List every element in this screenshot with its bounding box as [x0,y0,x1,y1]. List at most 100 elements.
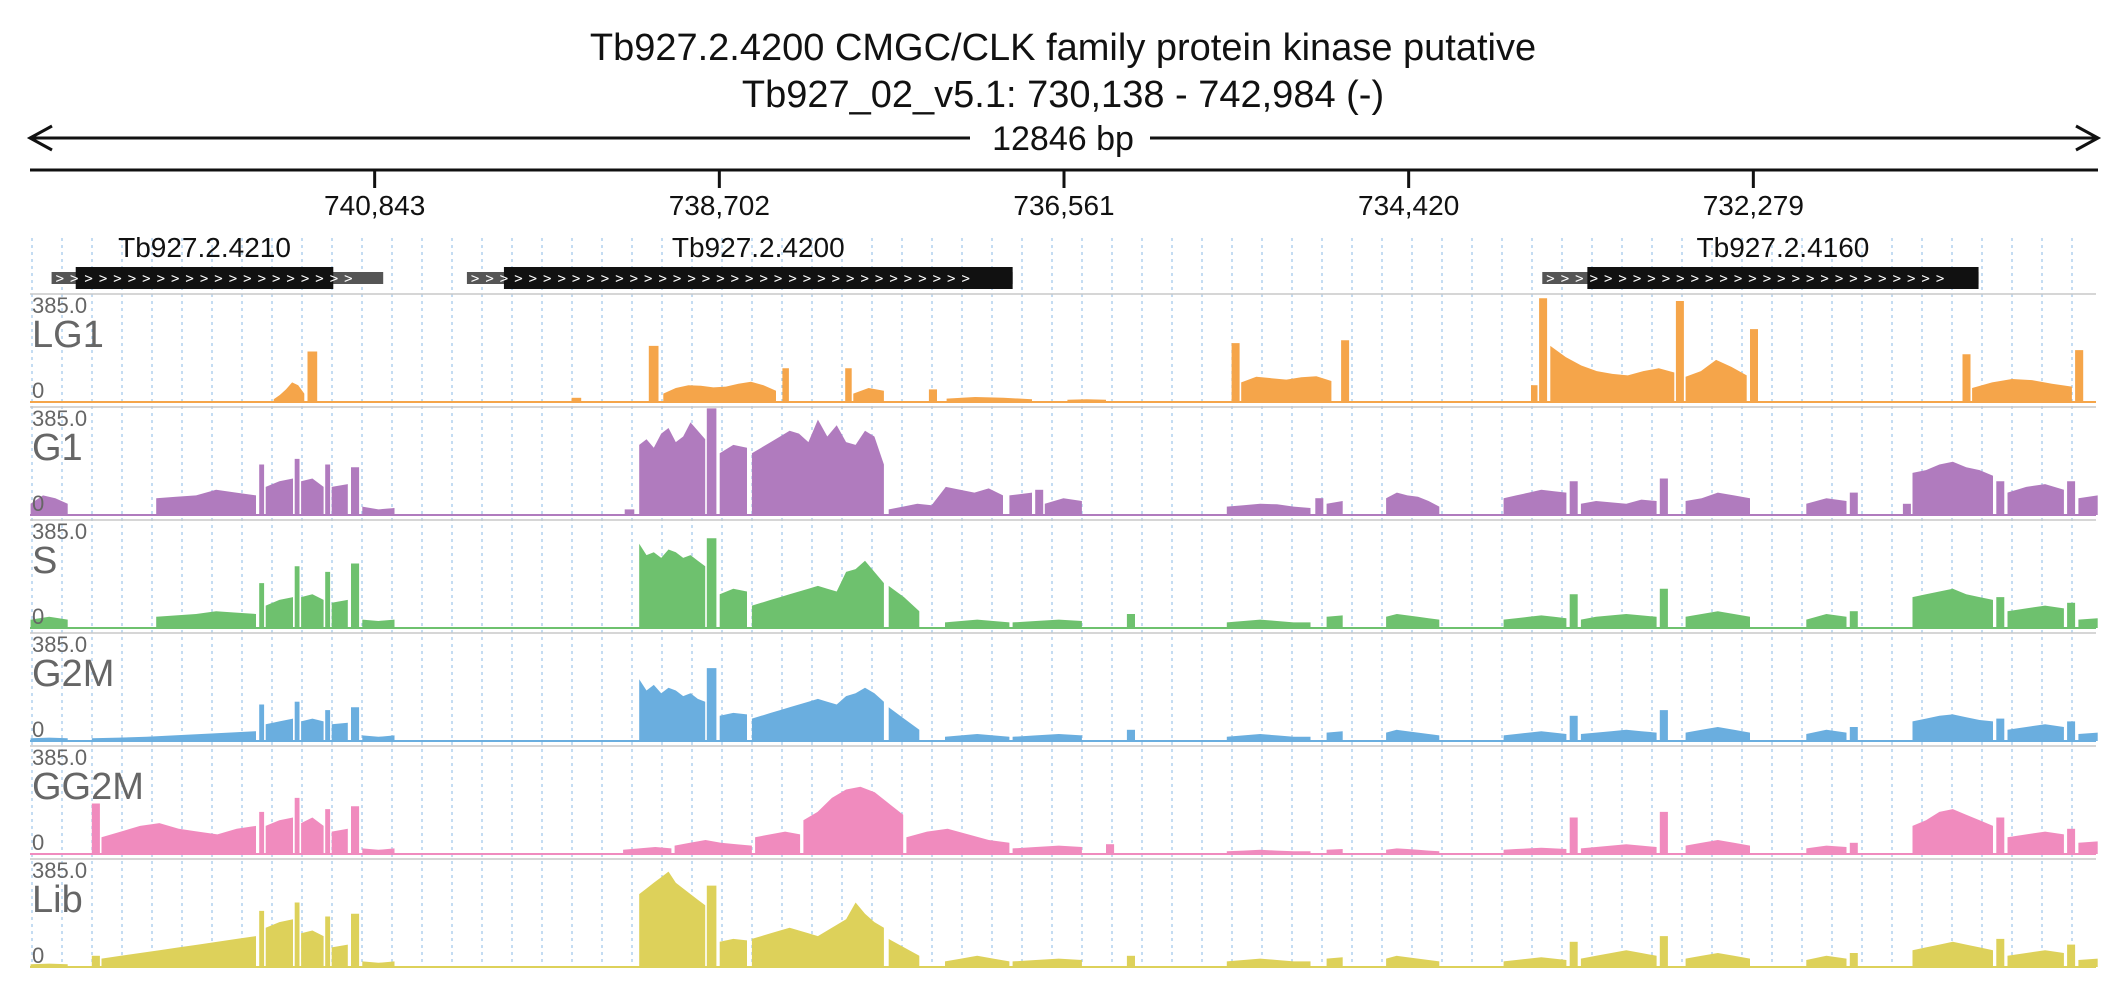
coverage-segment [2067,828,2076,854]
coverage-segment [1326,615,1343,628]
coverage-segment [782,368,789,402]
coverage-track: 385.0 0 G1 [30,406,2098,516]
coverage-track: 385.0 0 G2M [30,632,2098,742]
coverage-segment [1580,499,1657,515]
coverage-segment [1912,809,1993,854]
coverage-segment [751,902,884,967]
gene-cds [75,267,334,289]
coverage-segment [803,786,904,854]
coverage-segment [1226,619,1311,628]
axis-tick-label: 732,279 [1703,190,1804,221]
track-min-label: 0 [32,943,44,968]
coverage-segment [2007,831,2064,854]
coverage-segment [1806,955,1847,967]
track-max-label: 385.0 [32,519,87,544]
coverage-segment [325,710,331,741]
coverage-segment [1226,849,1311,854]
coverage-segment [1849,727,1858,741]
coverage-segment [351,913,360,967]
coverage-segment [888,585,920,628]
gene-model[interactable]: >>>>>>>>>>>>>>>>>>>>>>>>>>>>>>>>>>> Tb927… [466,232,1013,289]
figure-title: Tb927.2.4200 CMGC/CLK family protein kin… [590,27,1536,69]
coverage-segment [2007,484,2064,515]
track-name: S [32,540,57,582]
coverage-segment [2078,958,2098,967]
coverage-segment [91,731,256,741]
coverage-segment [1996,597,2005,628]
gene-label: Tb927.2.4200 [672,232,845,263]
coverage-track: 385.0 0 LG1 [30,293,2096,403]
coverage-segment [1659,811,1668,854]
coverage-segment [1996,481,2005,515]
coverage-segment [1912,941,1993,967]
coverage-segment [331,599,348,628]
gene-model[interactable]: >>>>>>>>>>>>>>>>>>>>> Tb927.2.4210 [51,232,384,289]
coverage-segment [1750,329,1758,402]
gene-cds [503,267,1013,289]
coverage-segment [719,444,747,515]
coverage-segment [1685,492,1750,515]
coverage-segment [2067,481,2076,515]
coverage-segment [1685,727,1750,741]
coverage-segment [1126,955,1135,967]
scale-arrow-right-icon [2075,124,2102,152]
coverage-segment [259,583,265,628]
scale-arrow-left-icon [26,124,53,152]
coverage-segment [259,811,265,854]
coverage-segment [945,955,1010,967]
coverage-segment [1326,849,1343,854]
coverage-segment [1126,614,1135,628]
coverage-segment [1226,958,1311,967]
coverage-segment [719,938,747,967]
coverage-segment [301,478,324,515]
scale-bar: 12846 bp [26,120,2102,158]
coverage-segment [265,478,293,515]
track-min-label: 0 [32,491,44,516]
coverage-segment [1580,729,1657,741]
coverage-segment [1849,611,1858,628]
coverage-segment [1912,714,1993,741]
coverage-segment [2078,618,2098,628]
coverage-segment [1326,731,1343,741]
coverage-segment [1241,376,1332,402]
coverage-segment [2067,944,2076,967]
coverage-segment [259,704,265,741]
coverage-segment [294,701,300,741]
coverage-segment [351,467,360,515]
coverage-segment [1106,844,1115,854]
coverage-tracks: 385.00LG1385.00G1385.00S385.00G2M385.00G… [30,293,2098,968]
coverage-segment [751,687,884,741]
coverage-segment [331,828,348,854]
coverage-segment [639,871,706,967]
coverage-segment [1806,614,1847,628]
coverage-segment [331,944,348,967]
coverage-segment [1849,953,1858,967]
coverage-segment [706,408,717,515]
track-name: G2M [32,653,114,695]
coverage-segment [1012,734,1082,741]
coverage-segment [1531,385,1538,402]
coverage-segment [719,588,747,628]
coverage-segment [265,597,293,628]
coverage-segment [1569,715,1578,741]
coverage-segment [362,619,395,628]
coverage-segment [1685,611,1750,628]
coverage-segment [2007,605,2064,628]
coverage-segment [751,419,884,515]
coverage-segment [663,381,776,402]
coverage-segment [945,734,1010,741]
gene-model[interactable]: >>>>>>>>>>>>>>>>>>>>>>>>>>>> Tb927.2.4160 [1542,232,1979,289]
coverage-segment [706,885,717,967]
coverage-segment [1580,614,1657,628]
coverage-segment [623,847,672,854]
track-min-label: 0 [32,378,44,403]
coverage-segment [1962,354,1971,402]
coverage-segment [888,486,1003,515]
coverage-segment [30,616,68,628]
coverage-segment [301,817,324,854]
coverage-segment [1849,492,1858,515]
track-name: G1 [32,427,83,469]
coverage-segment [265,919,293,967]
coverage-segment [706,538,717,628]
coverage-segment [1035,489,1044,515]
